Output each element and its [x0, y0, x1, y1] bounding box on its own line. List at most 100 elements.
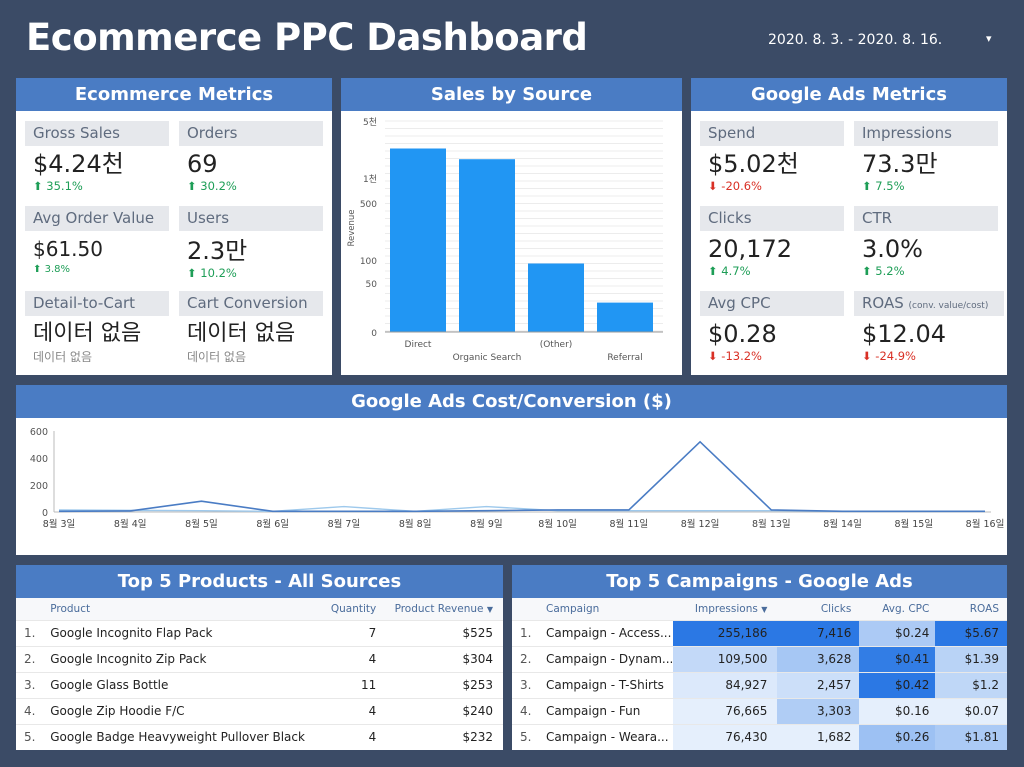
avg-cpc-cell: $0.24: [859, 619, 936, 646]
x-tick-label: 8월 12일: [681, 518, 720, 530]
x-tick-label: 8월 8일: [399, 518, 432, 530]
metric-delta: ⬆ 3.8%: [33, 264, 70, 275]
arrow-up-icon: ⬆: [862, 179, 872, 193]
column-header-roas[interactable]: ROAS: [935, 598, 1007, 620]
caret-down-icon[interactable]: ▾: [986, 32, 992, 45]
column-header-quantity[interactable]: Quantity: [304, 598, 389, 620]
rank-cell: 4.: [16, 697, 43, 724]
table-row[interactable]: 4. Google Zip Hoodie F/C 4 $240: [16, 697, 503, 724]
metric-clicks: Clicks 20,172 ⬆ 4.7%: [700, 206, 844, 278]
impressions-cell: 76,665: [673, 697, 778, 724]
y-tick-label: 500: [360, 200, 377, 210]
metric-label: ROAS (conv. value/cost): [854, 291, 1004, 316]
avg-cpc-cell: $0.42: [859, 671, 936, 698]
table-row[interactable]: 5. Google Badge Heavyweight Pullover Blac…: [16, 723, 503, 750]
bar[interactable]: [528, 263, 584, 332]
table-row[interactable]: 5. Campaign - Weara... 76,430 1,682 $0.26 $1.…: [512, 723, 1007, 750]
avg-cpc-cell: $0.16: [859, 697, 936, 724]
column-header-impressions[interactable]: Impressions ▼: [673, 598, 778, 620]
avg-cpc-cell: $0.26: [859, 723, 936, 750]
y-tick-label: 1천: [363, 174, 377, 185]
y-tick-label: 600: [30, 427, 48, 438]
rank-cell: 3.: [512, 671, 538, 698]
metric-value: 데이터 없음: [33, 321, 142, 346]
y-axis-label: Revenue: [347, 209, 357, 246]
rank-cell: 5.: [16, 723, 43, 750]
revenue-cell: $304: [388, 645, 503, 672]
rank-cell: 4.: [512, 697, 538, 724]
column-header-campaign[interactable]: Campaign: [538, 598, 674, 620]
roas-note: (conv. value/cost): [908, 301, 989, 311]
metric-delta: ⬆ 10.2%: [187, 266, 237, 280]
roas-cell: $0.07: [935, 697, 1007, 724]
rank-cell: 2.: [512, 645, 538, 672]
metric-delta: ⬆ 7.5%: [862, 179, 905, 193]
series-line[interactable]: [58, 440, 985, 513]
revenue-cell: $525: [388, 619, 503, 646]
metric-delta: ⬆ 30.2%: [187, 179, 237, 193]
cost-conversion-chart: 600 400 200 0 8월 3일 8월 4일 8월 5일 8월 6일 8월 7일 8…: [30, 427, 1004, 530]
y-tick-label: 100: [360, 257, 377, 267]
x-tick-label: 8월 15일: [894, 518, 933, 530]
table-header-row: Product Quantity Product Revenue ▼: [16, 598, 503, 620]
google-ads-metrics-title: Google Ads Metrics: [691, 78, 1007, 111]
bar[interactable]: [597, 302, 653, 332]
table-row[interactable]: 3. Campaign - T-Shirts 84,927 2,457 $0.42 $1.…: [512, 671, 1007, 698]
column-header-product[interactable]: Product: [42, 598, 305, 620]
metric-delta: ⬆ 5.2%: [862, 264, 905, 278]
metric-ctr: CTR 3.0% ⬆ 5.2%: [854, 206, 998, 278]
quantity-cell: 7: [304, 619, 389, 646]
metric-value: 20,172: [708, 235, 792, 263]
rank-column-header: [16, 598, 43, 620]
roas-cell: $5.67: [935, 619, 1007, 646]
sort-desc-icon[interactable]: ▼: [761, 604, 768, 614]
column-header-avg-cpc[interactable]: Avg. CPC: [859, 598, 936, 620]
metric-impressions: Impressions 73.3만 ⬆ 7.5%: [854, 121, 998, 193]
y-tick-label: 400: [30, 454, 48, 465]
metric-delta: ⬆ 4.7%: [708, 264, 751, 278]
metric-cart-conversion: Cart Conversion 데이터 없음 데이터 없음: [179, 291, 323, 365]
table-header-row: Campaign Impressions ▼ Clicks Avg. CPC R…: [512, 598, 1007, 620]
x-category-label: Organic Search: [453, 353, 522, 363]
metric-sub: 데이터 없음: [187, 350, 247, 364]
metric-value: 73.3만: [862, 150, 938, 178]
arrow-up-icon: ⬆: [708, 264, 718, 278]
google-ads-metrics-panel: Google Ads Metrics Spend $5.02천 ⬇ -20.6%…: [691, 78, 1007, 375]
x-tick-label: 8월 13일: [752, 518, 791, 530]
metric-gross-sales: Gross Sales $4.24천 ⬆ 35.1%: [25, 121, 169, 193]
arrow-down-icon: ⬇: [862, 349, 872, 363]
x-category-label: Direct: [405, 340, 432, 350]
column-header-clicks[interactable]: Clicks: [777, 598, 860, 620]
table-row[interactable]: 1. Google Incognito Flap Pack 7 $525: [16, 619, 503, 646]
metric-spend: Spend $5.02천 ⬇ -20.6%: [700, 121, 844, 193]
metric-label: Cart Conversion: [179, 291, 323, 316]
metric-detail-to-cart: Detail-to-Cart 데이터 없음 데이터 없음: [25, 291, 169, 365]
top-campaigns-title: Top 5 Campaigns - Google Ads: [512, 565, 1007, 598]
top-products-title: Top 5 Products - All Sources: [16, 565, 503, 598]
top-products-panel: Top 5 Products - All Sources Product Qua…: [16, 565, 503, 750]
table-row[interactable]: 1. Campaign - Access... 255,186 7,416 $0.24 $…: [512, 619, 1007, 646]
clicks-cell: 2,457: [777, 671, 860, 698]
bar[interactable]: [459, 159, 515, 332]
table-row[interactable]: 2. Campaign - Dynam... 109,500 3,628 $0.41 $1…: [512, 645, 1007, 672]
arrow-up-icon: ⬆: [862, 264, 872, 278]
rank-column-header: [512, 598, 538, 620]
impressions-cell: 255,186: [673, 619, 778, 646]
bar[interactable]: [390, 148, 446, 332]
table-row[interactable]: 3. Google Glass Bottle 11 $253: [16, 671, 503, 698]
quantity-cell: 11: [304, 671, 389, 698]
x-tick-label: 8월 4일: [114, 518, 147, 530]
table-row[interactable]: 4. Campaign - Fun 76,665 3,303 $0.16 $0.07: [512, 697, 1007, 724]
date-range-selector[interactable]: 2020. 8. 3. - 2020. 8. 16.: [768, 32, 943, 48]
dashboard-title: Ecommerce PPC Dashboard: [26, 16, 588, 59]
metric-label: Avg CPC: [700, 291, 844, 316]
revenue-cell: $253: [388, 671, 503, 698]
top-campaigns-panel: Top 5 Campaigns - Google Ads Campaign Im…: [512, 565, 1007, 750]
quantity-cell: 4: [304, 645, 389, 672]
campaign-cell: Campaign - Access...: [538, 619, 674, 646]
column-header-product-revenue[interactable]: Product Revenue ▼: [388, 598, 503, 620]
ecommerce-metrics-title: Ecommerce Metrics: [16, 78, 332, 111]
table-row[interactable]: 2. Google Incognito Zip Pack 4 $304: [16, 645, 503, 672]
sort-desc-icon[interactable]: ▼: [486, 604, 493, 614]
x-tick-label: 8월 7일: [328, 518, 361, 530]
